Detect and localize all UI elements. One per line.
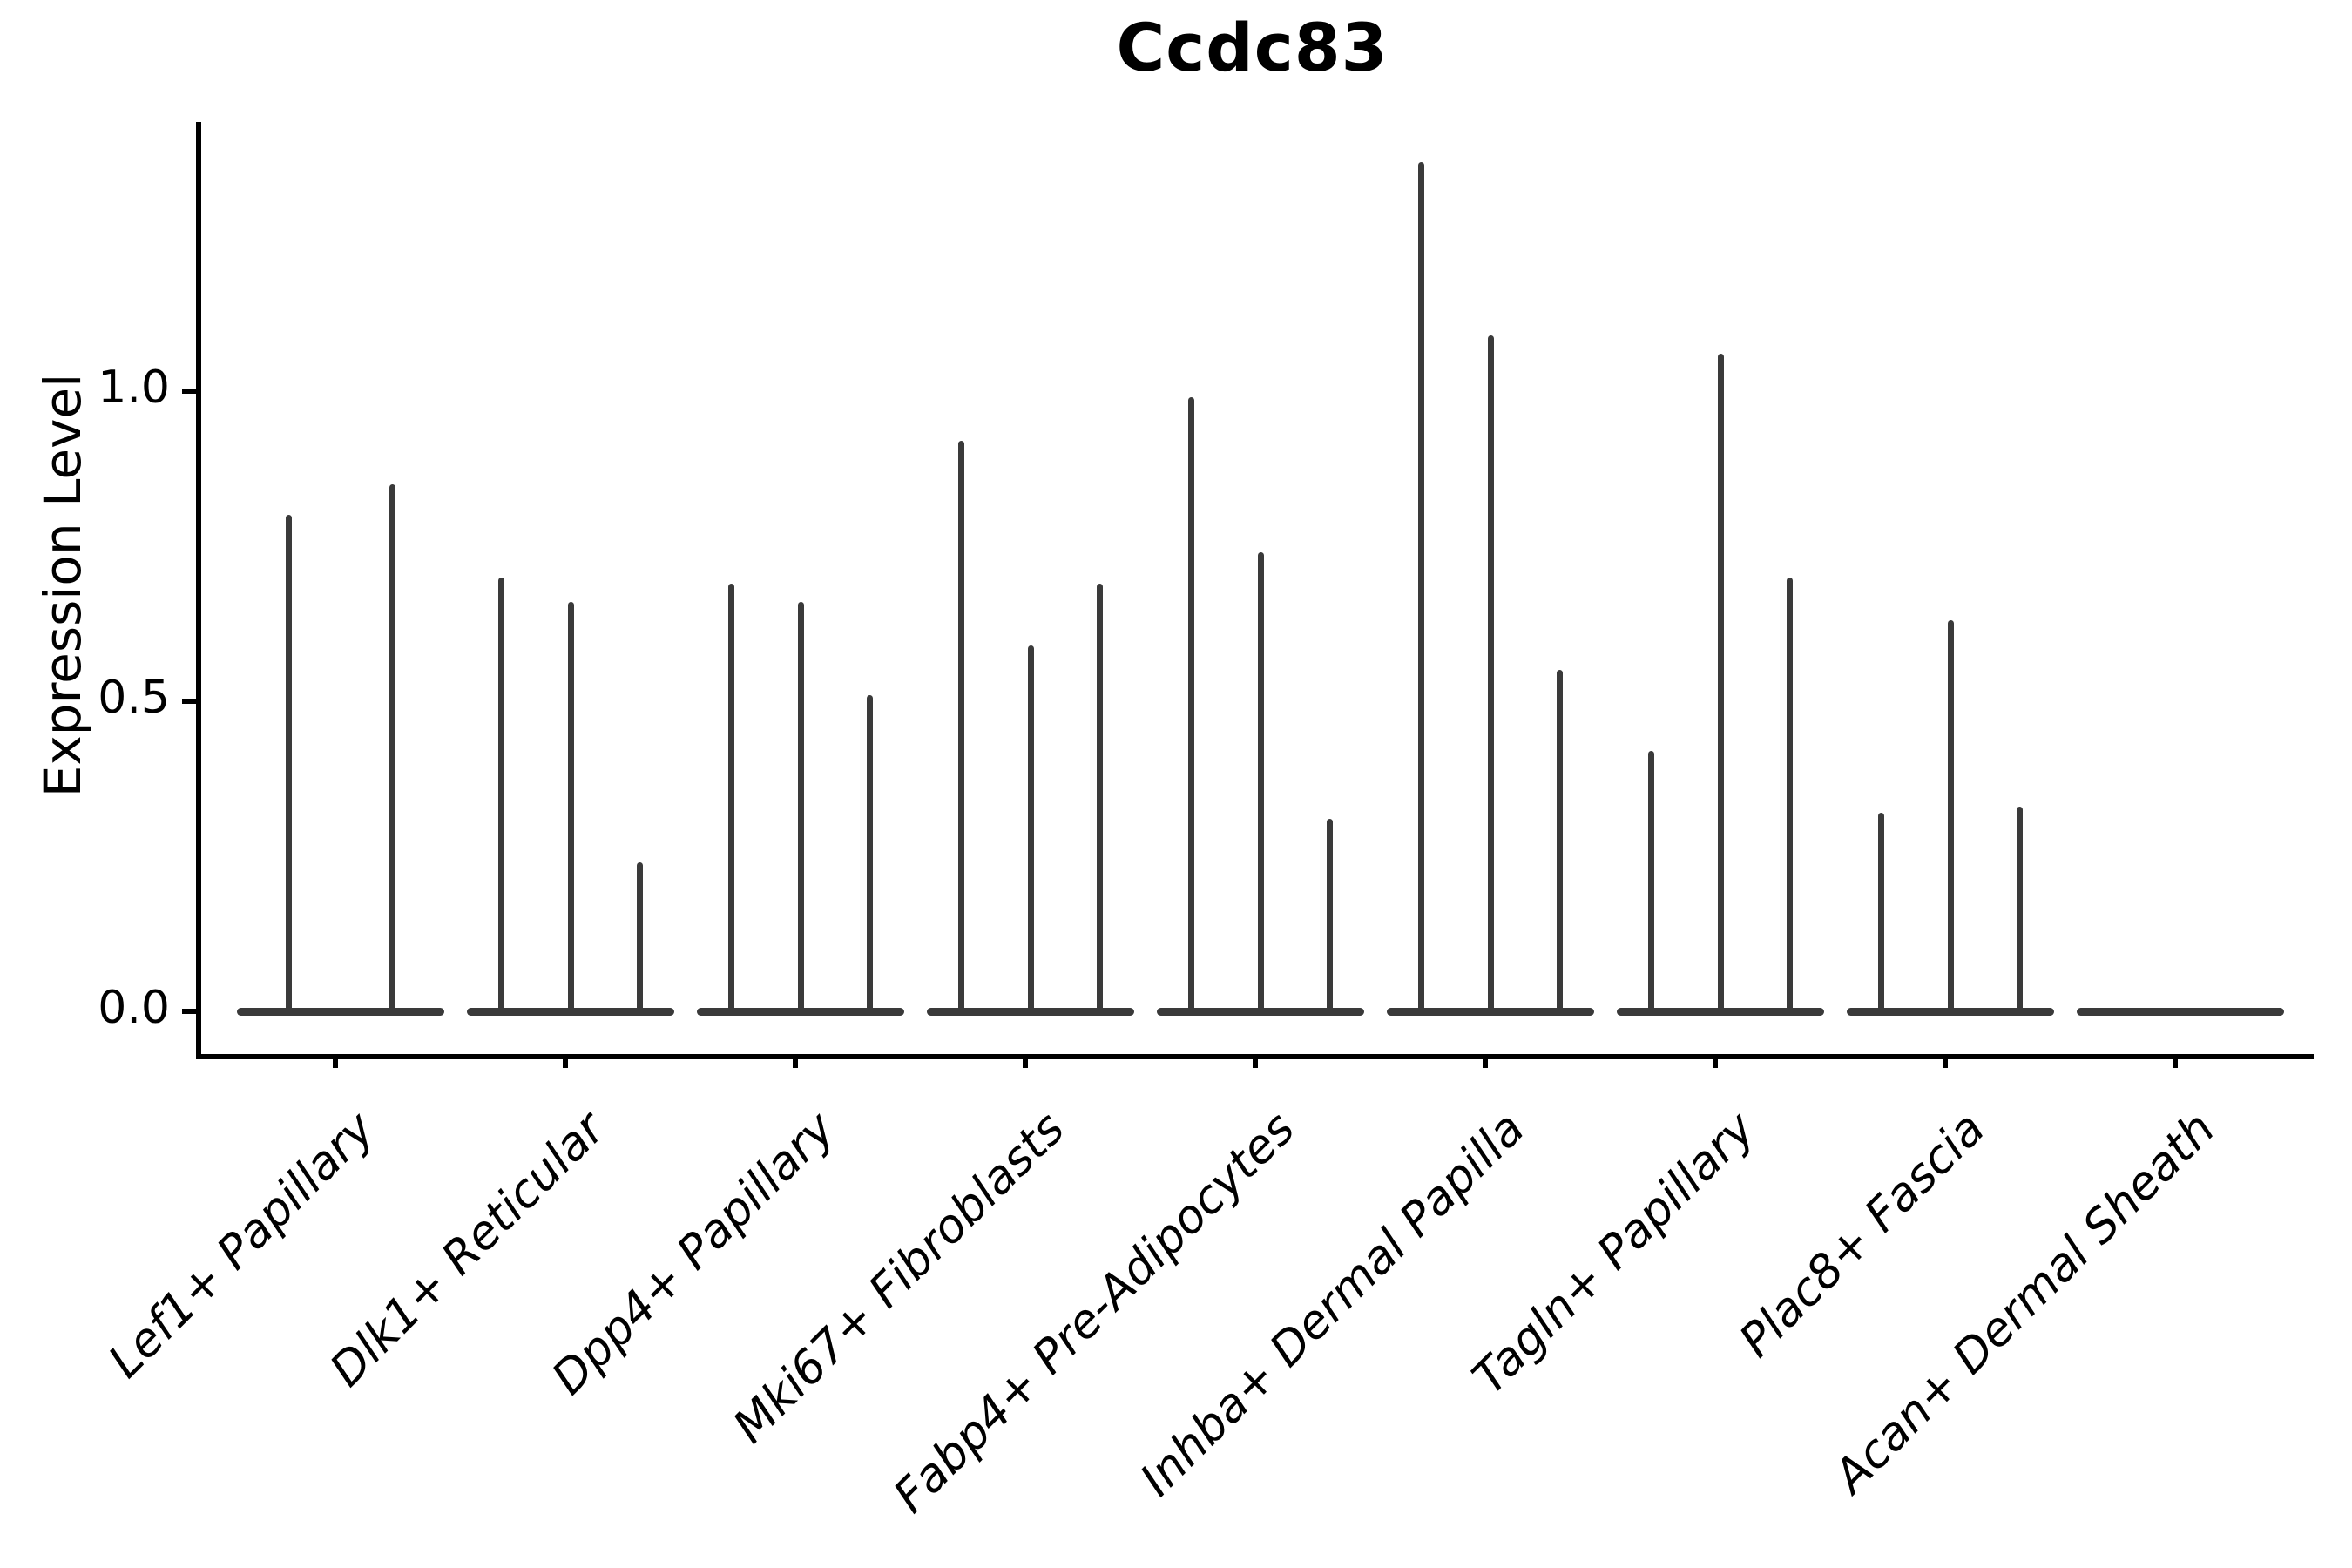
violin-spike — [728, 584, 735, 1016]
plot-area — [196, 122, 2314, 1059]
violin-spike — [866, 695, 873, 1016]
x-tick-mark — [333, 1054, 338, 1068]
chart-title: Ccdc83 — [1116, 9, 1389, 86]
violin-spike — [1878, 813, 1885, 1016]
violin-spike — [636, 862, 643, 1016]
x-tick-mark — [1483, 1054, 1488, 1068]
violin-spike — [1326, 819, 1333, 1016]
violin-spike — [1717, 354, 1724, 1016]
violin-spike — [286, 515, 292, 1016]
violin-spike — [1096, 584, 1103, 1016]
violin-spike — [1648, 751, 1655, 1016]
y-axis-label: Expression Level — [33, 373, 92, 798]
violin-spike — [567, 602, 574, 1016]
y-tick-label-3: 1.0 — [98, 362, 170, 414]
violin-spike — [1188, 397, 1195, 1016]
violin-spike — [958, 441, 965, 1016]
y-tick-mark — [182, 389, 196, 394]
x-tick-mark — [563, 1054, 568, 1068]
violin-spike — [1556, 670, 1563, 1016]
violin-spike — [1257, 552, 1264, 1016]
x-tick-mark — [1253, 1054, 1258, 1068]
violin-base — [2077, 1008, 2284, 1016]
y-tick-mark — [182, 1009, 196, 1014]
violin-spike — [797, 602, 804, 1016]
x-tick-label-5: Fabp4+ Pre-Adipocytes — [883, 1102, 1306, 1524]
x-tick-mark — [1943, 1054, 1948, 1068]
violin-spike — [498, 578, 505, 1016]
x-tick-mark — [2173, 1054, 2178, 1068]
violin-base — [237, 1008, 444, 1016]
x-tick-label-9: Acan+ Dermal Sheath — [1823, 1102, 2226, 1504]
x-tick-mark — [1023, 1054, 1028, 1068]
x-tick-label-8: Plac8+ Fascia — [1729, 1102, 1996, 1368]
violin-spike — [1786, 578, 1793, 1016]
y-tick-mark — [182, 699, 196, 704]
y-tick-label-1: 0.0 — [98, 982, 170, 1034]
x-tick-label-6: Inhba+ Dermal Papilla — [1130, 1102, 1536, 1507]
violin-spike — [1947, 620, 1954, 1016]
x-tick-mark — [793, 1054, 798, 1068]
violin-spike — [1487, 335, 1494, 1016]
violin-spike — [1027, 645, 1034, 1016]
violin-spike — [2016, 807, 2023, 1016]
violin-spike — [389, 484, 395, 1016]
y-tick-label-2: 0.5 — [98, 672, 170, 724]
x-tick-mark — [1713, 1054, 1718, 1068]
violin-spike — [1418, 162, 1425, 1016]
